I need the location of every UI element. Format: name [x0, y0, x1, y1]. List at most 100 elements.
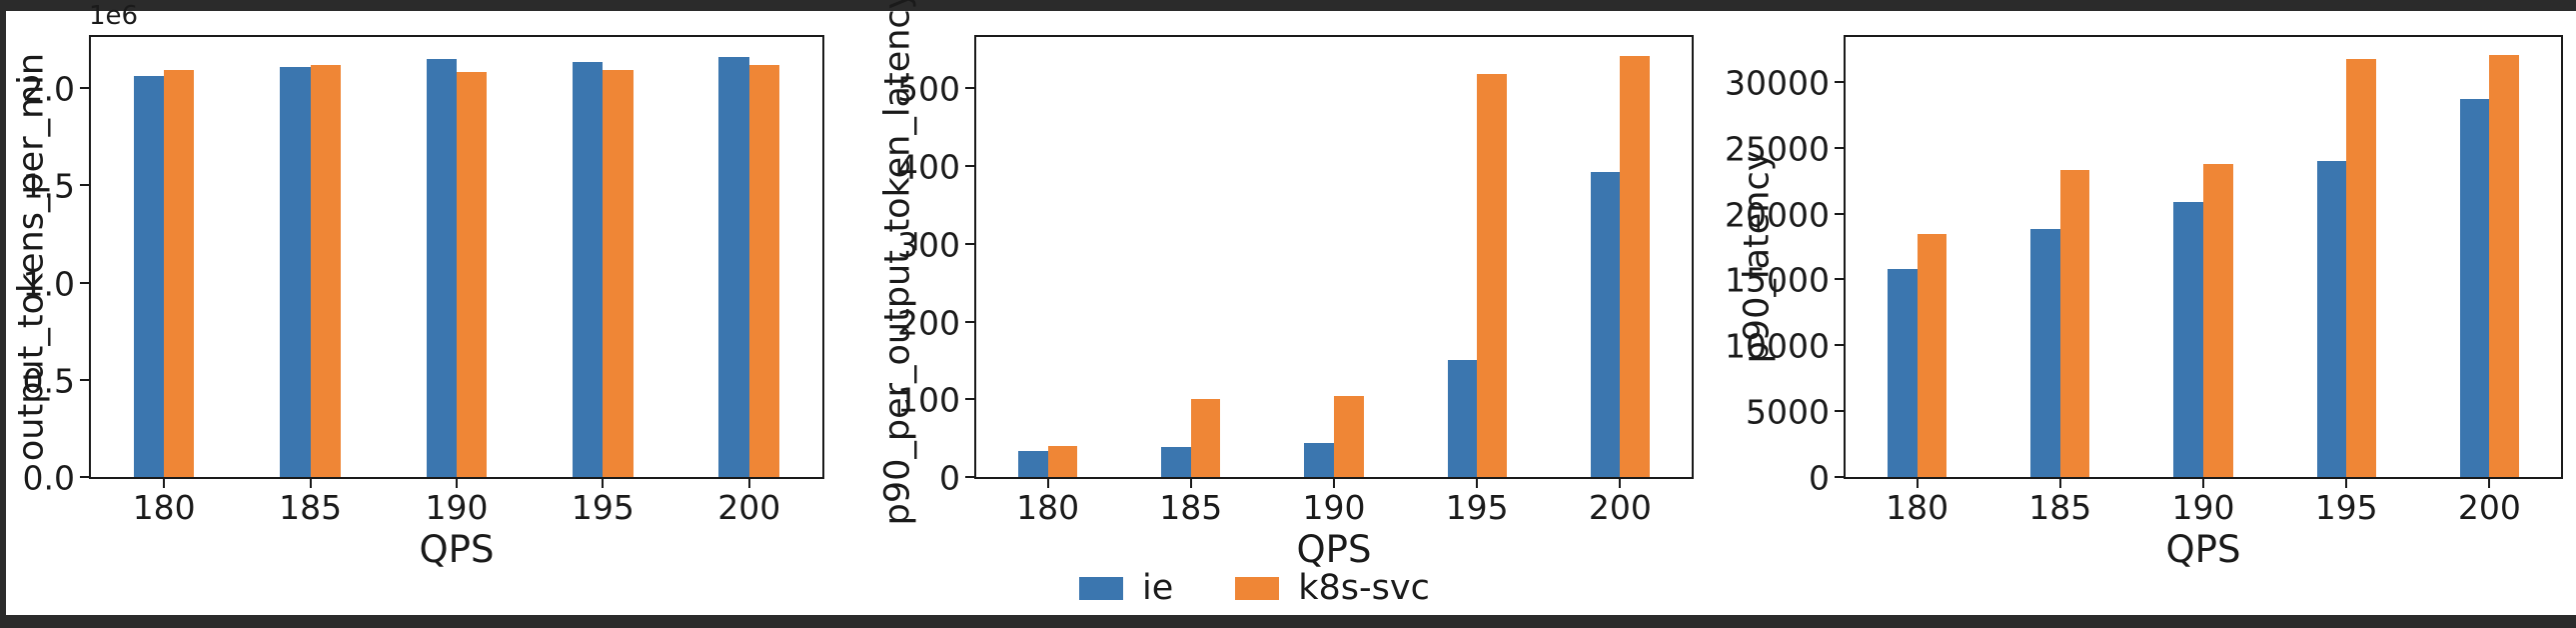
subplot-output-tokens-per-min: 1e6 output_tokens_per_min QPS 0.0 0.5 1.0 1…: [12, 3, 824, 568]
y-tick-label: 0.5: [22, 361, 75, 401]
bar-k8s-svc-180: [1917, 233, 1947, 477]
x-tick-mark: [2202, 479, 2204, 488]
x-tick-label: 185: [1159, 488, 1223, 527]
y-tick-mark: [965, 165, 974, 168]
bar-ie-200: [718, 57, 749, 477]
bar-k8s-svc-185: [1190, 399, 1221, 477]
y-tick-mark: [965, 320, 974, 323]
bar-ie-200: [2459, 98, 2490, 477]
bar-k8s-svc-200: [748, 64, 780, 477]
x-tick-label: 200: [717, 488, 781, 527]
subplot-p90-latency: p90_latency QPS 0 5000 10000 15000 20000 2500…: [1725, 35, 2563, 568]
y-tick-label: 30000: [1725, 63, 1830, 103]
y-tick-mark: [1835, 146, 1844, 149]
x-axis-label-qps-1: QPS: [419, 528, 495, 571]
bar-ie-180: [133, 76, 165, 477]
bar-k8s-svc-190: [2203, 163, 2233, 477]
x-axis-label-qps-3: QPS: [2165, 528, 2241, 571]
bar-ie-195: [2316, 160, 2347, 477]
y-tick-mark: [1835, 278, 1844, 281]
bar-k8s-svc-200: [2489, 55, 2520, 477]
bar-k8s-svc-185: [310, 64, 341, 477]
plot-area-2: 0 100 200 300 400 500 180 185 190 195 200: [897, 35, 1694, 524]
y-tick-label: 500: [897, 69, 960, 109]
bar-ie-195: [1447, 360, 1478, 477]
x-axis-label-qps-2: QPS: [1296, 528, 1372, 571]
x-tick-label: 195: [571, 488, 635, 527]
x-tick-label: 200: [1588, 488, 1652, 527]
bar-k8s-svc-185: [2059, 170, 2090, 477]
x-tick-label: 195: [1445, 488, 1509, 527]
bar-k8s-svc-190: [457, 71, 488, 477]
y-tick-mark: [1835, 344, 1844, 347]
y-tick-label: 400: [897, 147, 960, 187]
legend-item-k8s-svc: k8s-svc: [1235, 567, 1430, 608]
bar-ie-180: [1887, 268, 1918, 477]
bar-k8s-svc-195: [603, 69, 634, 477]
y-tick-label: 2.0: [22, 69, 75, 109]
bar-k8s-svc-195: [2346, 58, 2376, 477]
x-tick-label: 180: [1016, 488, 1080, 527]
axis-offset-text: 1e6: [89, 1, 139, 31]
x-tick-label: 185: [279, 488, 343, 527]
window-frame-left: [0, 0, 6, 628]
legend-swatch-k8s-svc: [1235, 576, 1280, 600]
x-tick-mark: [1189, 479, 1192, 488]
legend-label-k8s-svc: k8s-svc: [1298, 567, 1430, 608]
y-tick-label: 10000: [1725, 326, 1830, 366]
y-tick-label: 300: [897, 225, 960, 265]
y-tick-label: 25000: [1725, 129, 1830, 169]
x-tick-mark: [163, 479, 166, 488]
y-tick-mark: [965, 476, 974, 478]
bar-ie-190: [426, 58, 457, 477]
y-tick-label: 200: [897, 303, 960, 343]
bar-ie-180: [1017, 451, 1048, 477]
x-tick-label: 185: [2028, 488, 2092, 527]
y-tick-mark: [80, 281, 89, 284]
y-tick-label: 1.0: [22, 264, 75, 304]
bar-ie-190: [2173, 201, 2203, 477]
window-frame-top: [0, 0, 2576, 11]
bar-ie-185: [280, 66, 311, 477]
legend-item-ie: ie: [1079, 570, 1173, 606]
x-tick-label: 195: [2314, 488, 2378, 527]
x-tick-mark: [456, 479, 458, 488]
y-tick-mark: [1835, 80, 1844, 83]
x-tick-mark: [2058, 479, 2061, 488]
x-tick-label: 200: [2457, 488, 2521, 527]
y-tick-mark: [965, 87, 974, 90]
x-tick-mark: [747, 479, 750, 488]
x-tick-mark: [602, 479, 605, 488]
x-tick-mark: [1476, 479, 1479, 488]
bar-k8s-svc-195: [1477, 74, 1507, 477]
x-tick-mark: [2345, 479, 2348, 488]
bar-k8s-svc-180: [164, 69, 195, 477]
y-tick-mark: [1835, 212, 1844, 215]
y-tick-label: 0.0: [22, 458, 75, 498]
x-tick-mark: [1333, 479, 1335, 488]
y-tick-mark: [80, 87, 89, 90]
y-tick-mark: [965, 242, 974, 245]
y-tick-mark: [80, 378, 89, 381]
x-tick-label: 180: [132, 488, 196, 527]
y-tick-label: 100: [897, 380, 960, 420]
x-tick-label: 190: [1302, 488, 1366, 527]
subplot-p90-per-output-token-latency: p90_per_output_token_latency QPS 0 100 200…: [878, 0, 1694, 568]
bar-ie-200: [1590, 171, 1621, 477]
window-frame-bottom: [0, 615, 2576, 628]
y-tick-label: 5000: [1746, 392, 1830, 432]
plot-area-1: 0.0 0.5 1.0 1.5 2.0 180 185 190 195 200: [23, 35, 824, 524]
bar-k8s-svc-190: [1334, 396, 1364, 477]
x-tick-label: 190: [2171, 488, 2235, 527]
y-tick-label: 1.5: [22, 166, 75, 206]
bar-k8s-svc-180: [1047, 445, 1078, 477]
x-tick-label: 180: [1886, 488, 1949, 527]
bar-ie-195: [573, 61, 604, 477]
legend-swatch-ie: [1079, 576, 1123, 600]
y-tick-label: 0: [939, 458, 960, 498]
y-tick-mark: [80, 184, 89, 187]
x-tick-mark: [2488, 479, 2491, 488]
x-tick-mark: [1619, 479, 1622, 488]
legend: ie k8s-svc: [1079, 569, 1430, 607]
